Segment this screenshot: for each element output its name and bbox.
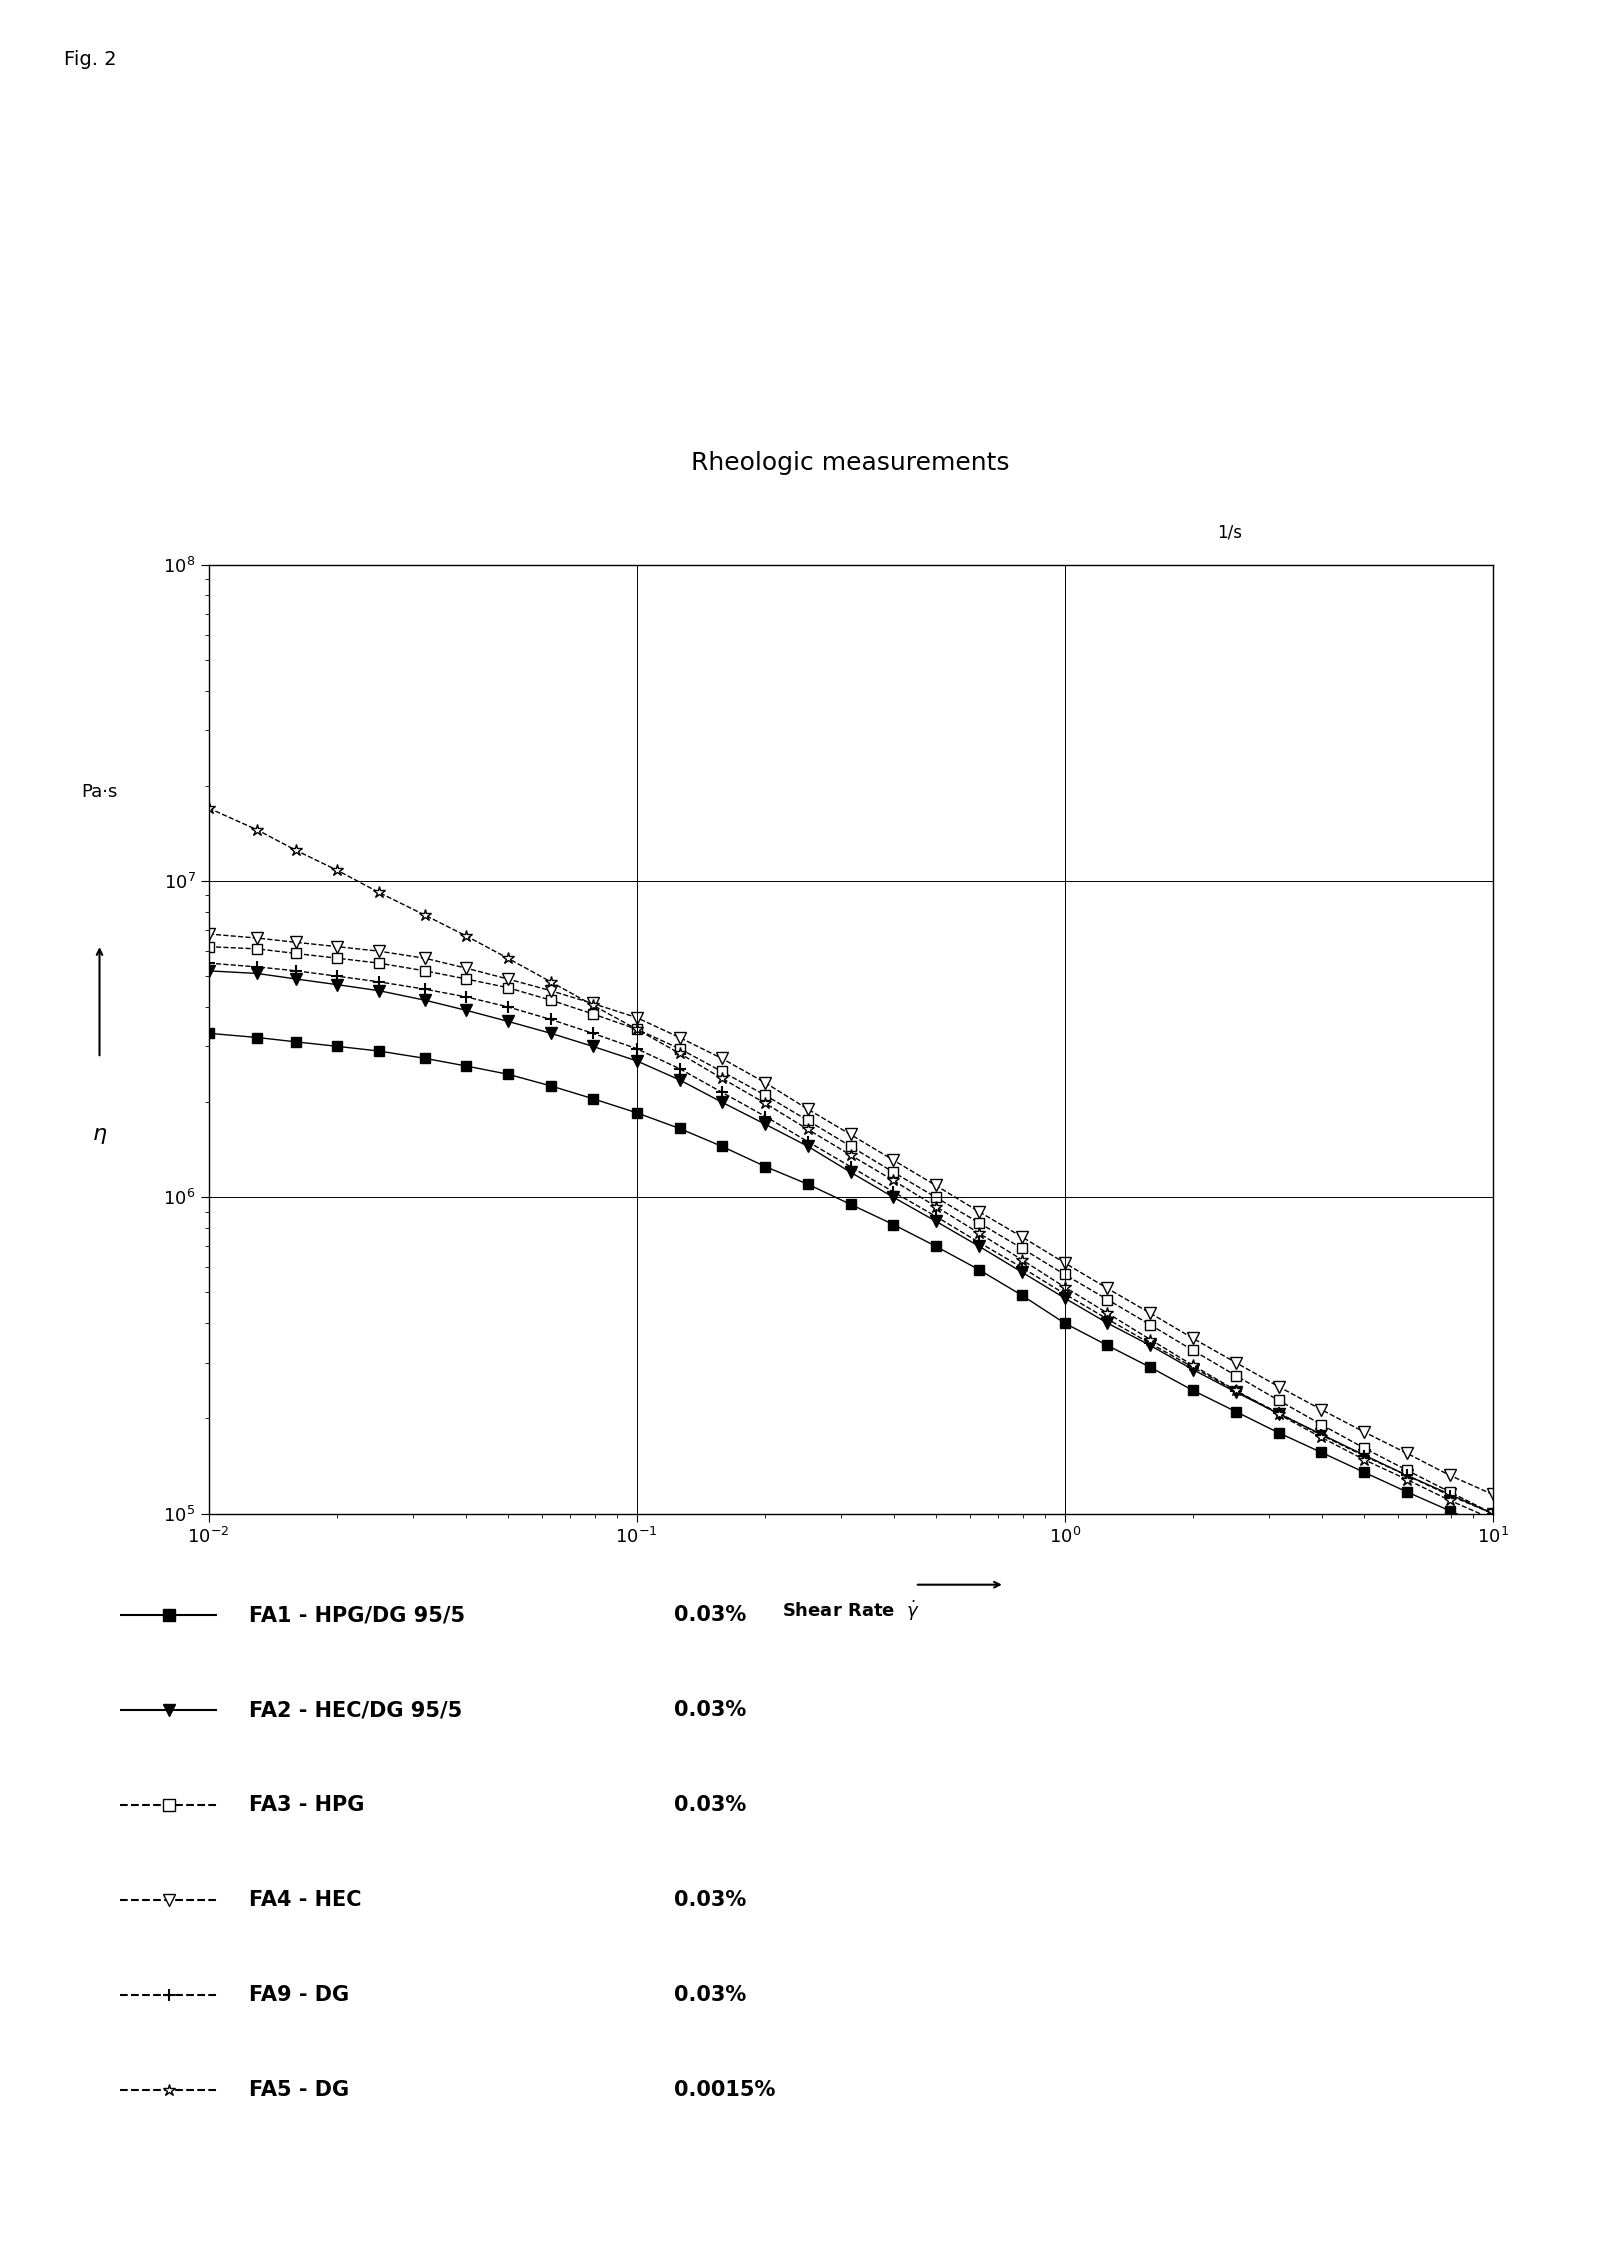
Text: 0.03%: 0.03%: [674, 1891, 746, 1909]
Text: Fig. 2: Fig. 2: [64, 50, 117, 68]
Text: FA4 - HEC: FA4 - HEC: [249, 1891, 361, 1909]
Text: 0.0015%: 0.0015%: [674, 2081, 775, 2099]
Text: Shear Rate  $\dot{\gamma}$: Shear Rate $\dot{\gamma}$: [782, 1599, 920, 1624]
Text: 0.03%: 0.03%: [674, 1796, 746, 1814]
Text: FA2 - HEC/DG 95/5: FA2 - HEC/DG 95/5: [249, 1701, 462, 1719]
Text: Pa·s: Pa·s: [82, 784, 117, 802]
Text: FA1 - HPG/DG 95/5: FA1 - HPG/DG 95/5: [249, 1606, 465, 1624]
Text: η: η: [93, 1125, 106, 1143]
Text: 0.03%: 0.03%: [674, 1606, 746, 1624]
Text: 0.03%: 0.03%: [674, 1986, 746, 2004]
Text: FA9 - DG: FA9 - DG: [249, 1986, 348, 2004]
Text: FA3 - HPG: FA3 - HPG: [249, 1796, 364, 1814]
Text: 1/s: 1/s: [1217, 524, 1242, 542]
Text: Rheologic measurements: Rheologic measurements: [692, 452, 1010, 474]
Text: 0.03%: 0.03%: [674, 1701, 746, 1719]
Text: FA5 - DG: FA5 - DG: [249, 2081, 348, 2099]
